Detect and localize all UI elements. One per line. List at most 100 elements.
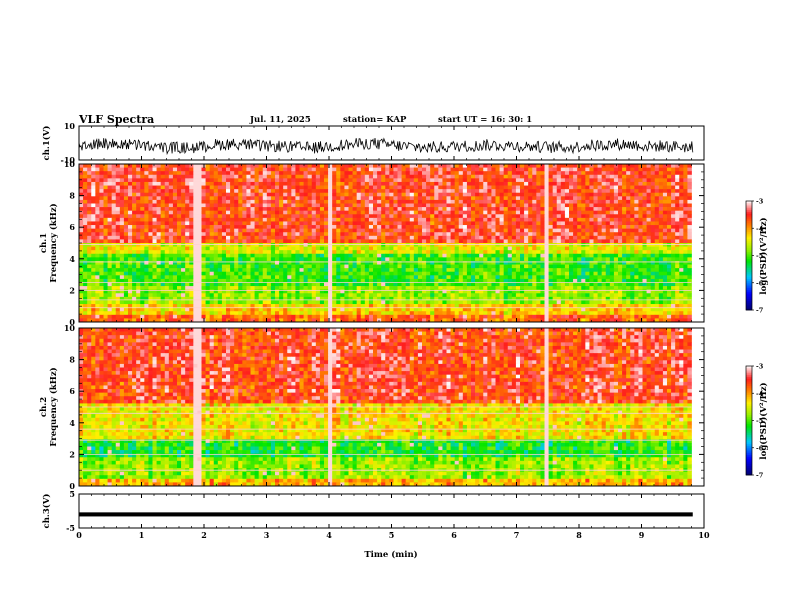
ch1-spec-cell <box>262 164 268 168</box>
ch1-spec-cell <box>454 199 460 204</box>
ch1-spec-cell <box>630 228 635 233</box>
ch1-spec-cell <box>95 232 100 237</box>
ch1-spec-cell <box>213 232 219 237</box>
ch1-spec-cell <box>238 164 243 168</box>
ch1-spec-cell <box>368 196 374 201</box>
ch1-spec-cell <box>148 232 153 237</box>
ch1-spec-cell <box>475 275 480 280</box>
ch1-spec-cell <box>679 232 684 237</box>
ch1-spec-cell <box>336 264 341 269</box>
ch1-spec-cell <box>356 178 362 183</box>
ch1-spec-cell <box>319 250 325 255</box>
ch1-spec-cell <box>299 217 304 222</box>
ch1-spec-cell <box>311 275 317 280</box>
ch1-spec-cell <box>462 235 468 240</box>
ch1-spec-cell <box>123 164 129 168</box>
ch1-spec-cell <box>348 217 353 222</box>
ch1-spec-cell <box>209 278 215 283</box>
ch1-spec-cell <box>140 246 145 251</box>
ch1-spec-cell <box>601 278 607 283</box>
ch1-spec-cell <box>573 228 578 233</box>
ch1-spec-cell <box>491 167 496 172</box>
ch1-spec-cell <box>140 221 145 226</box>
ch1-spec-cell <box>683 278 688 283</box>
ch1-spec-cell <box>462 214 468 219</box>
ch1-spec-cell <box>115 196 121 201</box>
ch1-spec-cell <box>564 174 570 179</box>
ch1-spec-cell <box>107 235 113 240</box>
ch1-spec-cell <box>91 228 96 233</box>
ch1-spec-cell <box>642 232 647 237</box>
ch1-spec-cell <box>172 217 178 222</box>
ch1-spec-cell <box>609 171 615 176</box>
ch1-spec-cell <box>581 192 586 197</box>
ch1-spec-cell <box>381 228 386 233</box>
ch1-spec-cell <box>642 260 647 265</box>
ch1-spec-cell <box>336 210 341 215</box>
ch1-spec-cell <box>507 164 513 168</box>
ch1-spec-cell <box>589 167 594 172</box>
ch1-spec-cell <box>115 171 121 176</box>
ch1-spec-cell <box>524 196 529 201</box>
ch1-spec-cell <box>193 225 198 229</box>
ch1-spec-cell <box>242 207 247 212</box>
ch1-spec-cell <box>658 185 664 190</box>
ch1-spec-cell <box>136 253 141 258</box>
ch1-spec-cell <box>548 235 554 240</box>
ch1-spec-cell <box>626 207 631 212</box>
ch1-spec-cell <box>238 210 243 215</box>
ch1-spec-cell <box>128 221 133 226</box>
ch1-spec-cell <box>671 264 676 269</box>
ch1-spec-cell <box>577 239 582 244</box>
ch1-spec-cell <box>328 221 333 226</box>
ch1-spec-cell <box>487 239 492 244</box>
ch1-spec-cell <box>217 275 223 280</box>
ch1-spec-cell <box>417 210 423 215</box>
ch1-spec-cell <box>246 250 251 255</box>
ch1-spec-cell <box>458 257 464 262</box>
ch1-spec-cell <box>601 210 607 215</box>
ch1-spec-cell <box>209 235 215 240</box>
ch1-spec-cell <box>128 246 133 251</box>
ch1-spec-cell <box>671 232 676 237</box>
ch1-spec-cell <box>279 196 284 201</box>
ch1-spec-cell <box>360 181 366 186</box>
ch1-spec-cell <box>217 253 223 258</box>
ch1-spec-cell <box>197 174 202 179</box>
ch1-spec-cell <box>262 257 268 262</box>
ch1-spec-cell <box>381 253 386 258</box>
ch1-spec-cell <box>91 189 96 194</box>
ch1-spec-cell <box>144 196 149 201</box>
ch1-spec-cell <box>238 235 243 240</box>
ch1-spec-cell <box>152 268 157 273</box>
ch1-spec-cell <box>99 235 104 240</box>
ch1-spec-cell <box>128 228 133 233</box>
ch1-spec-cell <box>348 203 353 208</box>
ch1-spec-cell <box>152 203 157 208</box>
ch1-spec-cell <box>287 228 292 233</box>
ch1-spec-cell <box>152 260 157 265</box>
ch1-spec-cell <box>503 196 509 201</box>
ch1-spec-cell <box>442 189 447 194</box>
ch1-spec-cell <box>430 228 435 233</box>
ch1-spec-cell <box>168 196 174 201</box>
ch1-spec-cell <box>671 239 676 244</box>
ch1-spec-cell <box>471 257 476 262</box>
ch1-spec-cell <box>103 178 108 183</box>
ch1-spec-cell <box>556 271 562 276</box>
ch1-spec-cell <box>479 185 484 190</box>
ch1-spec-cell <box>548 185 554 190</box>
ch1-spec-cell <box>552 167 558 172</box>
ch1-spec-cell <box>373 178 378 183</box>
ch1-spec-cell <box>385 189 390 194</box>
ch1-spec-cell <box>201 207 206 212</box>
ch1-spec-cell <box>589 271 594 276</box>
ch1-spec-cell <box>618 185 623 190</box>
ch1-spec-cell <box>540 210 545 215</box>
ch1-spec-cell <box>197 171 202 176</box>
ch1-spec-cell <box>275 174 280 179</box>
ch1-spec-cell <box>646 257 652 262</box>
ch1-spec-cell <box>573 232 578 237</box>
ch1-spec-cell <box>103 235 108 240</box>
ch1-spec-cell <box>197 282 202 287</box>
